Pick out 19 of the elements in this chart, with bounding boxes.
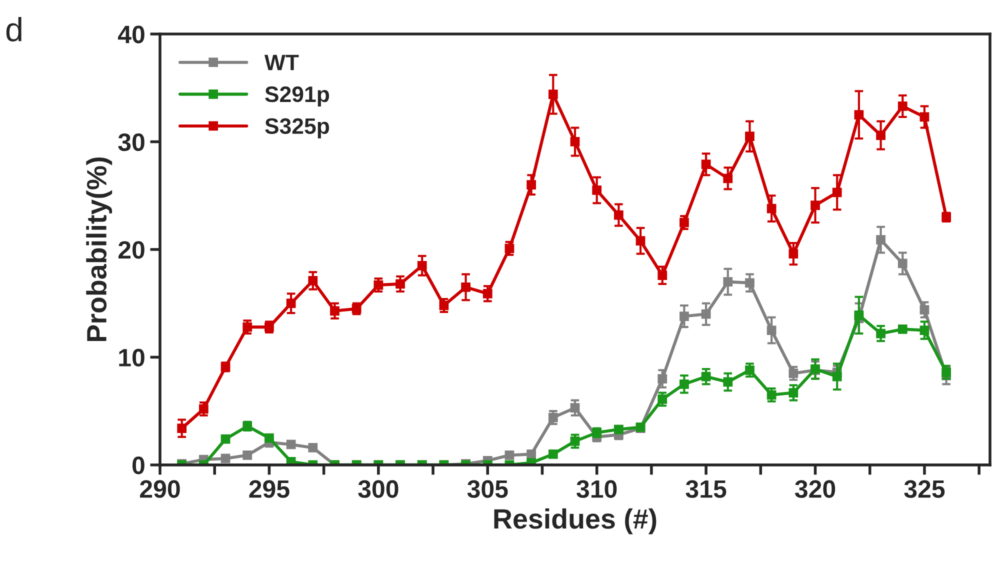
x-axis-title: Residues (#) xyxy=(494,508,656,534)
legend-label: S291p xyxy=(265,86,330,107)
legend-label: WT xyxy=(264,54,299,70)
y-tick-label: 10 xyxy=(119,348,144,367)
y-tick-label: 30 xyxy=(118,133,144,152)
x-tick-label: 305 xyxy=(467,480,508,498)
legend-label: S325p xyxy=(265,118,330,138)
x-tick-label: 290 xyxy=(140,480,180,498)
y-tick-label: 20 xyxy=(118,241,144,259)
x-tick-label: 315 xyxy=(686,480,726,498)
y-tick-label: 40 xyxy=(118,26,144,44)
x-tick-label: 320 xyxy=(794,480,836,498)
x-tick-label: 310 xyxy=(576,480,617,498)
x-tick-label: 325 xyxy=(904,480,945,498)
text: d xyxy=(6,17,22,42)
x-tick-label: 300 xyxy=(358,480,398,498)
y-tick-label: 0 xyxy=(132,456,144,474)
x-tick-label: 295 xyxy=(249,480,290,498)
y-axis-title: Probability(%) xyxy=(86,157,112,341)
